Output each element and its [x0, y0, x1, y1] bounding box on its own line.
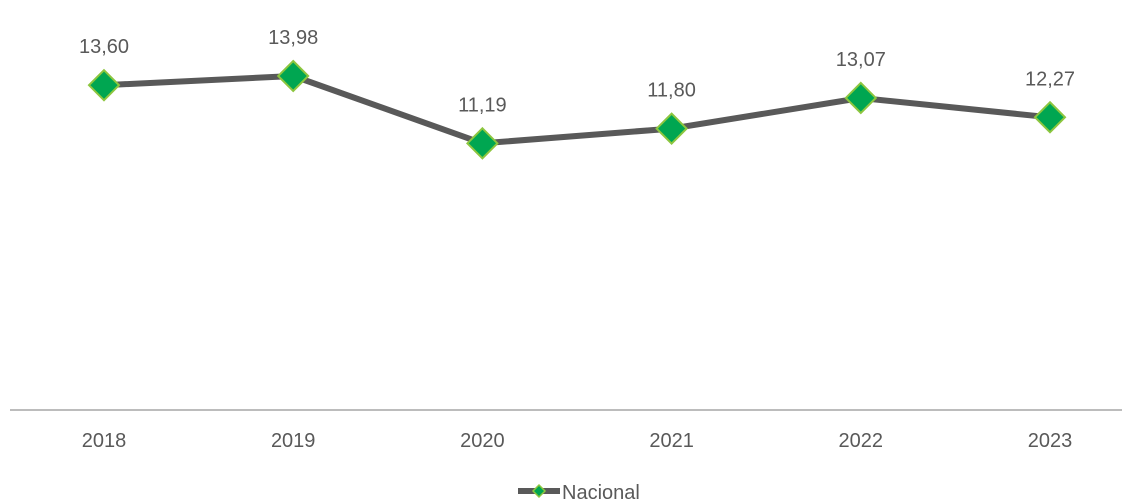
data-point-marker-2019: [276, 59, 310, 93]
data-point-marker-2023: [1033, 100, 1067, 134]
x-tick-label-2022: 2022: [839, 430, 884, 452]
data-label-2020: 11,19: [458, 94, 507, 116]
x-tick-label-2020: 2020: [460, 430, 505, 452]
data-labels: 13,60 13,98 11,19 11,80 13,07 12,27: [79, 27, 1075, 116]
data-label-2019: 13,98: [268, 27, 318, 49]
legend-diamond-icon: [531, 483, 547, 499]
data-point-marker-2022: [844, 81, 878, 115]
legend: Nacional: [518, 482, 640, 500]
x-tick-label-2019: 2019: [271, 430, 316, 452]
data-label-2023: 12,27: [1025, 68, 1075, 90]
data-point-marker-2021: [655, 112, 689, 146]
data-point-marker-2020: [465, 126, 499, 160]
x-tick-label-2023: 2023: [1028, 430, 1073, 452]
data-point-marker-2018: [87, 68, 121, 102]
legend-label-nacional: Nacional: [562, 482, 640, 500]
series-line-nacional: [103, 73, 1051, 147]
markers: [87, 59, 1067, 160]
data-label-2022: 13,07: [836, 49, 886, 71]
x-tick-labels: 2018 2019 2020 2021 2022 2023: [82, 430, 1073, 452]
x-tick-label-2021: 2021: [649, 430, 694, 452]
x-tick-label-2018: 2018: [82, 430, 127, 452]
data-label-2018: 13,60: [79, 36, 129, 58]
data-label-2021: 11,80: [647, 80, 696, 102]
